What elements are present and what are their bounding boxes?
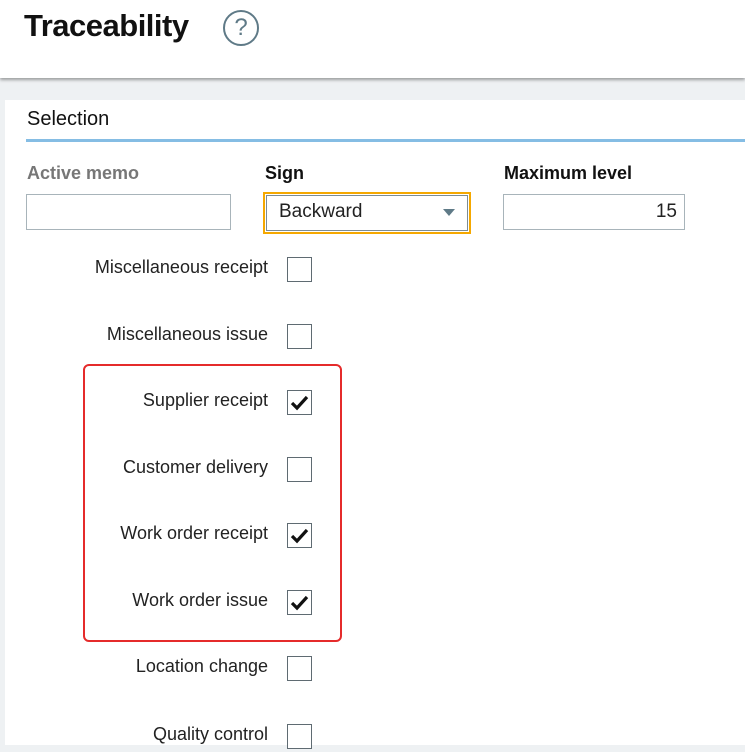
- section-divider: [26, 139, 745, 142]
- checkbox[interactable]: [287, 257, 312, 282]
- checkbox-label: Customer delivery: [122, 457, 268, 477]
- highlight-box: [83, 364, 342, 642]
- checkbox-row: Miscellaneous receipt: [5, 255, 325, 285]
- checkbox-label: Supplier receipt: [142, 390, 268, 410]
- page-title: Traceability: [24, 8, 189, 43]
- page-header: Traceability ?: [0, 0, 745, 78]
- maximum-level-input[interactable]: 15: [503, 194, 685, 230]
- checkbox-label: Work order issue: [132, 590, 268, 610]
- checkmark-icon: [290, 595, 309, 611]
- checkmark-icon: [290, 395, 309, 411]
- active-memo-label: Active memo: [27, 163, 140, 183]
- checkbox[interactable]: [287, 656, 312, 681]
- checkbox-row: Work order issue: [5, 588, 325, 618]
- help-icon[interactable]: ?: [223, 10, 259, 46]
- chevron-down-icon: [443, 209, 455, 216]
- checkbox-label: Work order receipt: [120, 523, 268, 543]
- checkbox[interactable]: [287, 390, 312, 415]
- active-memo-input[interactable]: [26, 194, 231, 230]
- checkbox-label: Miscellaneous issue: [106, 324, 268, 344]
- sign-value: Backward: [279, 201, 363, 222]
- checkmark-icon: [290, 528, 309, 544]
- checkbox-row: Supplier receipt: [5, 388, 325, 418]
- checkbox[interactable]: [287, 590, 312, 615]
- checkbox-row: Location change: [5, 654, 325, 684]
- maximum-level-label: Maximum level: [504, 163, 633, 183]
- checkbox-row: Customer delivery: [5, 455, 325, 485]
- sign-select[interactable]: Backward: [263, 192, 471, 234]
- section-title: Selection: [27, 108, 110, 130]
- checkbox-row: Work order receipt: [5, 521, 325, 551]
- checkbox-label: Location change: [135, 656, 268, 676]
- checkbox-row: Miscellaneous issue: [5, 322, 325, 352]
- sign-label: Sign: [265, 163, 304, 183]
- checkbox[interactable]: [287, 457, 312, 482]
- checkbox-label: Quality control: [152, 724, 268, 744]
- checkbox-label: Miscellaneous receipt: [94, 257, 268, 277]
- checkbox-row: Quality control: [5, 722, 325, 752]
- checkbox[interactable]: [287, 523, 312, 548]
- checkbox[interactable]: [287, 724, 312, 749]
- selection-panel: Selection Active memo Sign Backward Maxi…: [5, 100, 745, 749]
- checkbox[interactable]: [287, 324, 312, 349]
